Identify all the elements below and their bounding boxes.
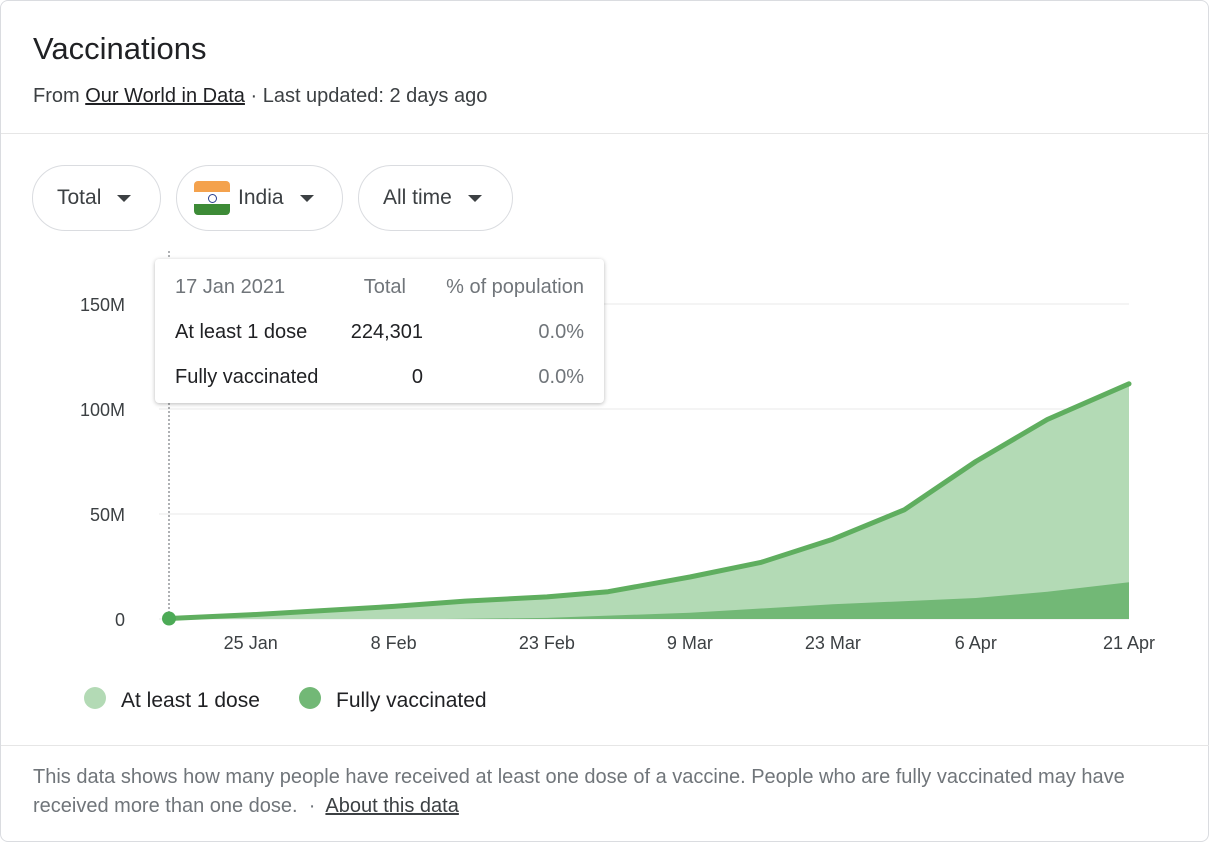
legend-full-label: Fully vaccinated: [336, 689, 487, 712]
hover-point: [162, 611, 176, 626]
source-link[interactable]: Our World in Data: [85, 85, 245, 107]
header-divider: [1, 133, 1209, 134]
chevron-down-icon: [467, 194, 482, 202]
y-tick-label: 50M: [90, 505, 125, 525]
footer-separator: ·: [308, 795, 316, 817]
country-dropdown[interactable]: India: [176, 165, 343, 231]
legend-full-swatch: [299, 687, 321, 709]
x-tick-label: 23 Mar: [805, 633, 861, 653]
chevron-down-icon: [117, 194, 132, 202]
metric-dropdown-label: Total: [57, 186, 102, 209]
footer-note: This data shows how many people have rec…: [33, 763, 1173, 821]
chevron-down-icon: [299, 194, 314, 202]
series-area-at-least-1-dose: [169, 383, 1129, 619]
y-tick-label: 0: [115, 610, 125, 630]
series-line-at-least-1-dose: [166, 381, 1132, 621]
x-tick-label: 21 Apr: [1103, 633, 1155, 653]
about-data-link[interactable]: About this data: [325, 795, 459, 817]
x-tick-label: 6 Apr: [955, 633, 997, 653]
tooltip-col-total: Total: [363, 276, 406, 298]
tooltip-row-label: Fully vaccinated: [175, 366, 319, 388]
time-range-dropdown[interactable]: All time: [358, 165, 513, 231]
footer-text: This data shows how many people have rec…: [33, 766, 1125, 817]
y-tick-label: 150M: [80, 295, 125, 315]
from-label: From: [33, 85, 80, 107]
x-tick-label: 25 Jan: [224, 633, 278, 653]
x-tick-label: 23 Feb: [519, 633, 575, 653]
tooltip-row-pct: 0.0%: [538, 321, 584, 343]
legend-dose1-label: At least 1 dose: [121, 689, 260, 712]
tooltip-col-pct: % of population: [446, 276, 584, 298]
x-tick-label: 9 Mar: [667, 633, 713, 653]
y-tick-label: 100M: [80, 400, 125, 420]
source-line: From Our World in Data · Last updated: 2…: [33, 85, 487, 108]
card-title: Vaccinations: [33, 31, 207, 66]
tooltip-row-pct: 0.0%: [538, 366, 584, 388]
tooltip-row-total: 0: [411, 366, 423, 388]
metric-dropdown[interactable]: Total: [32, 165, 161, 231]
legend-dose1-swatch: [84, 687, 106, 709]
time-range-label: All time: [383, 186, 452, 209]
series-area-fully-vaccinated: [169, 582, 1129, 619]
india-flag-icon: [194, 181, 230, 215]
tooltip-row-total: 224,301: [350, 321, 423, 343]
footer-divider: [1, 745, 1209, 746]
country-dropdown-label: India: [238, 186, 284, 209]
tooltip-row-label: At least 1 dose: [175, 321, 308, 343]
hover-tooltip: 17 Jan 2021 Total % of population At lea…: [155, 259, 604, 403]
tooltip-date: 17 Jan 2021: [175, 276, 286, 298]
last-updated: · Last updated: 2 days ago: [250, 85, 488, 107]
x-tick-label: 8 Feb: [371, 633, 417, 653]
